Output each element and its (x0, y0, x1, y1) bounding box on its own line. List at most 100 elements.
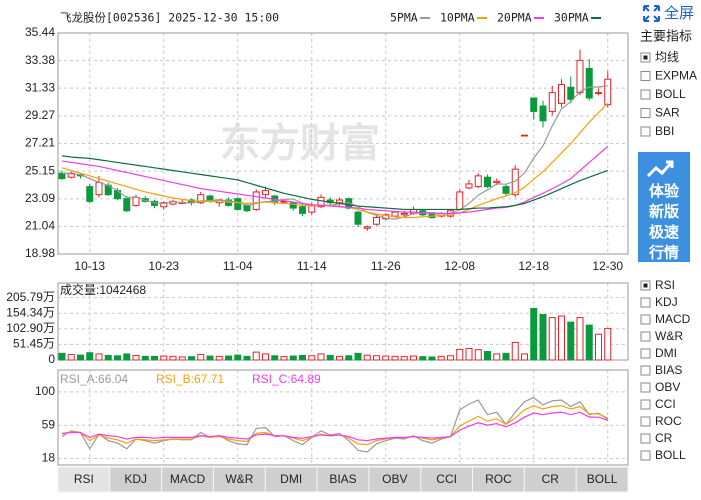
indicator-option[interactable]: KDJ (640, 295, 678, 309)
promo-box[interactable] (638, 152, 690, 262)
indicator-option[interactable]: W&R (640, 329, 683, 343)
volume-bar (206, 355, 214, 361)
indicator-option[interactable]: ROC (640, 414, 682, 428)
tab-label: OBV (382, 472, 407, 486)
volume-bar (77, 354, 84, 361)
option-label: ROC (655, 414, 682, 428)
indicator-option[interactable]: MACD (640, 312, 691, 326)
indicator-tab[interactable]: CR (523, 466, 577, 493)
checkbox (640, 365, 651, 376)
y-tick-label: 25.15 (25, 163, 55, 177)
volume-bar (271, 355, 279, 361)
indicator-option[interactable]: BIAS (640, 363, 682, 377)
candle-body (493, 180, 501, 184)
indicator-tab[interactable]: KDJ (109, 466, 163, 493)
checkbox (640, 331, 651, 342)
volume-bar (243, 355, 251, 361)
candle-body (336, 199, 343, 204)
indicator-option[interactable]: DMI (640, 346, 677, 360)
legend-label: RSI_C:64.89 (252, 372, 321, 386)
promo-icon (646, 160, 674, 178)
indicator-tab[interactable]: CCI (420, 466, 474, 493)
candle-body (58, 172, 66, 180)
option-label: BBI (655, 124, 674, 138)
promo-text: 极速 (649, 223, 679, 241)
indicator-tab[interactable]: MACD (161, 466, 214, 493)
tab-label: W&R (225, 472, 253, 486)
fullscreen-button[interactable]: 全屏 (643, 4, 694, 22)
checkbox (640, 348, 651, 359)
candle-body (530, 97, 538, 112)
indicator-tab[interactable]: DMI (264, 466, 318, 493)
volume-bar (465, 347, 473, 361)
candle-body (252, 191, 260, 210)
volume-bar (437, 355, 445, 361)
rsi-line (61, 396, 609, 453)
candle-body (604, 78, 612, 106)
indicator-option[interactable]: EXPMA (640, 69, 697, 83)
rsi-line (61, 411, 608, 442)
option-label: 均线 (655, 50, 679, 64)
y-tick-label: 59 (42, 417, 56, 431)
indicator-tab[interactable]: BIAS (316, 466, 370, 493)
y-tick-label: 18 (42, 451, 56, 465)
option-label: CCI (655, 397, 676, 411)
volume-bar (447, 355, 454, 361)
promo-text: 新版 (649, 202, 679, 220)
indicator-tab[interactable]: W&R (212, 466, 266, 493)
volume-bar (604, 327, 612, 361)
option-label: RSI (655, 278, 675, 292)
indicator-option[interactable]: BOLL (640, 87, 686, 101)
volume-bar (345, 355, 353, 361)
tab-bg (420, 466, 474, 493)
ma-line (61, 155, 608, 211)
tab-bg (472, 466, 525, 493)
checkbox (640, 108, 651, 118)
option-label: MACD (655, 312, 691, 326)
volume-bar (132, 354, 140, 361)
candle-body (521, 134, 528, 137)
option-label: DMI (655, 346, 677, 360)
indicator-tab[interactable]: RSI (57, 466, 111, 493)
y-tick-label: 100 (35, 384, 55, 398)
indicator-tab[interactable]: OBV (368, 466, 422, 493)
legend-label: 5PMA (390, 11, 418, 25)
volume-bar (548, 317, 556, 361)
option-label: BOLL (655, 87, 686, 101)
tab-bg (575, 466, 629, 493)
y-tick-label: 205.79万 (6, 290, 55, 304)
volume-bar (58, 352, 66, 361)
indicator-tab[interactable]: BOLL (575, 466, 629, 493)
volume-bar (252, 351, 260, 361)
indicator-option[interactable]: OBV (640, 380, 680, 394)
y-tick-label: 102.90万 (6, 321, 55, 335)
candle-body (280, 200, 288, 203)
volume-bar (382, 355, 390, 361)
indicator-option[interactable]: BOLL (640, 448, 686, 462)
volume-bar (400, 356, 408, 361)
y-tick-label: 29.27 (25, 108, 55, 122)
candle-body (585, 67, 593, 99)
tab-label: DMI (280, 472, 302, 486)
candle-body (197, 194, 205, 204)
volume-bar (336, 355, 343, 361)
indicator-option[interactable]: CR (640, 431, 673, 445)
indicator-tab[interactable]: ROC (472, 466, 525, 493)
y-tick-label: 33.38 (25, 53, 55, 67)
indicator-option[interactable]: 均线 (640, 50, 679, 64)
indicator-option[interactable]: SAR (640, 106, 680, 120)
volume-bar (585, 324, 593, 361)
volume-bar (86, 352, 94, 361)
ma-line (61, 85, 608, 220)
tab-bg (161, 466, 214, 493)
indicator-option[interactable]: CCI (640, 397, 676, 411)
indicator-option[interactable]: BBI (640, 124, 674, 138)
option-label: BOLL (655, 448, 686, 462)
volume-bar (373, 355, 380, 361)
indicator-option[interactable]: RSI (640, 278, 675, 292)
x-tick-label: 12-18 (518, 259, 549, 273)
x-tick-label: 12-08 (444, 259, 475, 273)
volume-bar (141, 355, 149, 361)
fullscreen-label: 全屏 (664, 4, 694, 22)
